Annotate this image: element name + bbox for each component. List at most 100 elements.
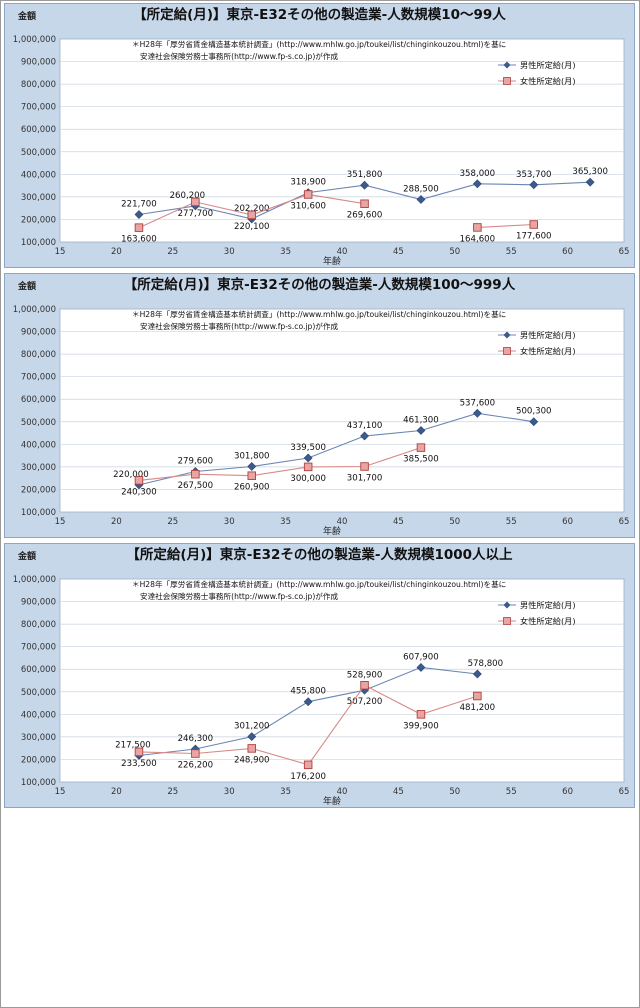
x-tick-label: 55 — [506, 787, 517, 797]
data-point-female — [247, 471, 257, 480]
x-tick-label: 35 — [280, 247, 291, 257]
x-tick-label: 45 — [393, 787, 404, 797]
data-label: 437,100 — [347, 421, 383, 431]
data-label: 246,300 — [178, 734, 214, 744]
data-label: 267,500 — [178, 481, 214, 491]
y-tick-label: 200,000 — [21, 485, 56, 495]
y-tick-label: 100,000 — [21, 778, 56, 788]
x-axis-label: 年齢 — [323, 795, 341, 807]
x-tick-label: 60 — [562, 517, 573, 527]
legend-label-male: 男性所定給(月) — [520, 600, 576, 610]
source-note-line1: ＊H28年「厚労省賃金構造基本統計調査」(http://www.mhlw.go.… — [132, 579, 506, 589]
legend-label-female: 女性所定給(月) — [520, 346, 576, 356]
data-label: 220,000 — [113, 470, 149, 480]
y-tick-label: 500,000 — [21, 688, 56, 698]
data-label: 221,700 — [121, 200, 157, 210]
data-label: 220,100 — [234, 222, 270, 232]
y-tick-label: 700,000 — [21, 373, 56, 383]
data-point-female — [303, 760, 313, 770]
chart-title: 【所定給(月)】東京-E32その他の製造業-人数規模100～999人 — [124, 276, 516, 293]
data-label: 318,900 — [290, 178, 326, 188]
x-tick-label: 60 — [562, 247, 573, 257]
data-label: 301,200 — [234, 722, 270, 732]
x-tick-label: 45 — [393, 247, 404, 257]
data-point-male — [529, 180, 539, 190]
chart-title: 【所定給(月)】東京-E32その他の製造業-人数規模10～99人 — [133, 6, 506, 23]
y-axis-label: 金額 — [17, 550, 36, 562]
x-tick-label: 25 — [167, 517, 178, 527]
chart-panel-1: 100,000 200,000 300,000 400,000 500,000 600,0… — [4, 3, 635, 268]
x-tick-label: 35 — [280, 787, 291, 797]
y-tick-label: 400,000 — [21, 710, 56, 720]
data-point-female — [134, 747, 144, 757]
data-point-female — [134, 223, 144, 232]
x-tick-label: 30 — [224, 247, 235, 257]
data-point-male — [247, 732, 257, 742]
y-tick-label: 700,000 — [21, 643, 56, 653]
y-tick-label: 800,000 — [21, 80, 56, 90]
x-tick-label: 30 — [224, 787, 235, 797]
data-point-female — [473, 223, 482, 232]
data-label: 300,000 — [290, 474, 326, 484]
data-point-female — [303, 190, 313, 199]
y-tick-label: 500,000 — [21, 418, 56, 428]
data-point-male — [585, 177, 595, 187]
y-axis-label: 金額 — [17, 280, 36, 292]
data-label: 176,200 — [290, 772, 326, 782]
data-label: 202,200 — [234, 204, 270, 214]
y-tick-label: 100,000 — [21, 238, 56, 248]
x-tick-label: 55 — [506, 247, 517, 257]
data-label: 455,800 — [290, 687, 326, 697]
data-point-male — [360, 431, 369, 441]
data-label: 528,900 — [347, 670, 383, 680]
chart-2-svg: 100,000 200,000 300,000 400,000 500,000 600,0… — [4, 273, 635, 538]
data-label: 269,600 — [347, 211, 383, 221]
y-tick-label: 300,000 — [21, 193, 56, 203]
data-label: 288,500 — [403, 184, 439, 194]
data-point-female — [529, 220, 539, 229]
data-label: 248,900 — [234, 755, 270, 765]
chart-1-svg: 100,000 200,000 300,000 400,000 500,000 600,0… — [4, 3, 635, 268]
y-tick-label: 800,000 — [21, 620, 56, 630]
x-tick-label: 20 — [111, 247, 122, 257]
data-label: 260,900 — [234, 483, 270, 493]
legend-label-female: 女性所定給(月) — [520, 616, 576, 626]
data-label: 461,300 — [403, 416, 439, 426]
x-tick-label: 50 — [449, 517, 460, 527]
data-label: 507,200 — [347, 697, 383, 707]
x-tick-label: 25 — [167, 787, 178, 797]
x-tick-label: 30 — [224, 517, 235, 527]
y-axis-label: 金額 — [17, 10, 36, 22]
source-note-line1: ＊H28年「厚労省賃金構造基本統計調査」(http://www.mhlw.go.… — [132, 309, 506, 319]
data-label: 385,500 — [403, 455, 439, 465]
x-tick-label: 35 — [280, 517, 291, 527]
data-point-female — [134, 476, 144, 485]
chart-title: 【所定給(月)】東京-E32その他の製造業-人数規模1000人以上 — [126, 546, 513, 563]
legend-marker-female — [503, 77, 511, 85]
y-tick-label: 400,000 — [21, 440, 56, 450]
source-note-line2: 安達社会保険労務士事務所(http://www.fp-s.co.jp)が作成 — [140, 321, 338, 331]
chart-3-svg: 100,000 200,000 300,000 400,000 500,000 600,0… — [4, 543, 635, 808]
data-point-male — [529, 417, 539, 427]
source-note-line2: 安達社会保険労務士事務所(http://www.fp-s.co.jp)が作成 — [140, 591, 338, 601]
y-tick-label: 800,000 — [21, 350, 56, 360]
data-point-female — [360, 199, 369, 208]
data-point-male — [472, 408, 482, 418]
plot-area — [59, 578, 625, 783]
legend-marker-female — [503, 347, 511, 355]
data-point-male — [303, 453, 313, 463]
x-tick-label: 55 — [506, 517, 517, 527]
data-point-female — [191, 197, 200, 207]
x-tick-label: 25 — [167, 247, 178, 257]
y-tick-label: 200,000 — [21, 215, 56, 225]
series-line-male — [138, 412, 534, 486]
data-label: 537,600 — [460, 398, 496, 408]
data-point-female — [247, 210, 257, 220]
y-tick-label: 200,000 — [21, 755, 56, 765]
y-tick-label: 400,000 — [21, 170, 56, 180]
data-label: 399,900 — [403, 721, 439, 731]
y-tick-label: 600,000 — [21, 125, 56, 135]
data-label: 163,600 — [121, 235, 157, 245]
y-tick-label: 300,000 — [21, 463, 56, 473]
data-point-female — [416, 443, 426, 452]
